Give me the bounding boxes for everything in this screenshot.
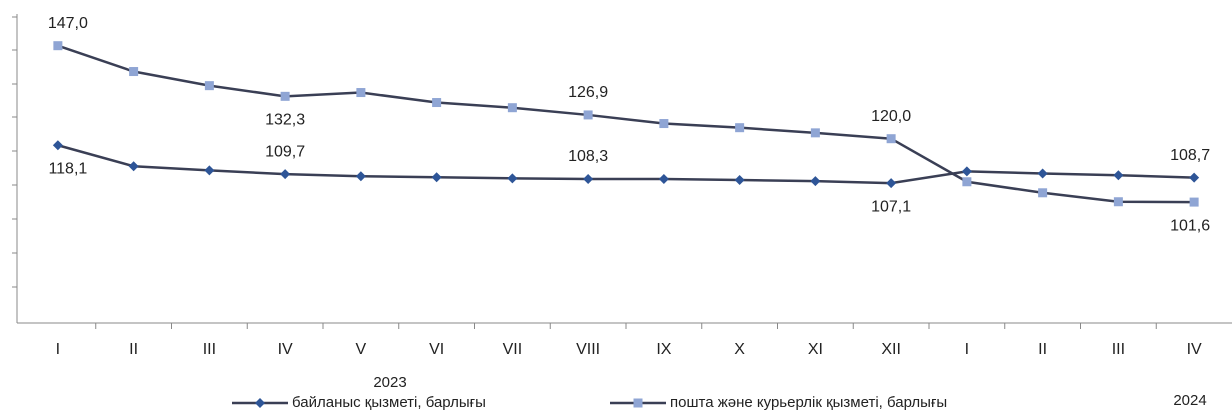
marker <box>1113 197 1123 207</box>
marker <box>961 166 972 177</box>
legend-label: пошта және курьерлік қызметі, барлығы <box>670 394 947 411</box>
x-tick-label: VII <box>503 341 523 358</box>
data-label: 108,7 <box>1170 147 1210 164</box>
data-label: 132,3 <box>265 112 305 129</box>
x-tick-label: X <box>734 341 745 358</box>
marker <box>633 398 643 408</box>
marker <box>886 134 896 144</box>
axis-ticks <box>12 14 1232 324</box>
marker <box>128 161 139 172</box>
marker <box>355 171 366 182</box>
x-tick-label: IV <box>1187 341 1202 358</box>
marker <box>431 172 442 183</box>
x-tick-label: XII <box>881 341 901 358</box>
data-label: 107,1 <box>871 198 911 215</box>
x-tick-label: VI <box>429 341 444 358</box>
marker <box>280 91 290 101</box>
marker <box>204 81 214 91</box>
x-tick-label: VIII <box>576 341 600 358</box>
x-tick-label: II <box>129 341 138 358</box>
marker <box>53 41 63 51</box>
marker <box>583 110 593 120</box>
marker <box>962 177 972 187</box>
x-tick-label: IV <box>278 341 293 358</box>
legend-label: байланыс қызметі, барлығы <box>292 394 486 411</box>
x-tick-label: III <box>1112 341 1125 358</box>
data-label: 108,3 <box>568 148 608 165</box>
marker <box>1113 170 1124 181</box>
data-label: 126,9 <box>568 84 608 101</box>
marker <box>734 175 745 186</box>
series-line <box>57 44 1195 204</box>
marker <box>52 140 63 151</box>
data-label: 101,6 <box>1170 217 1210 234</box>
marker <box>659 119 669 129</box>
marker <box>1037 168 1048 179</box>
marker <box>1189 197 1199 207</box>
marker <box>204 165 215 176</box>
x-tick-label: I <box>56 341 60 358</box>
x-tick-label: I <box>965 341 969 358</box>
marker <box>356 88 366 98</box>
marker <box>129 67 139 77</box>
series-line <box>57 144 1195 185</box>
marker <box>810 176 821 187</box>
marker <box>1189 172 1200 183</box>
marker <box>507 103 517 113</box>
data-label: 120,0 <box>871 108 911 125</box>
marker <box>280 169 291 180</box>
data-label: 109,7 <box>265 143 305 160</box>
marker <box>583 174 594 185</box>
x-tick-label: XI <box>808 341 823 358</box>
marker <box>735 123 745 133</box>
marker <box>658 174 669 185</box>
x-tick-label: III <box>203 341 216 358</box>
year-label: 2023 <box>373 374 406 391</box>
marker <box>507 173 518 184</box>
marker <box>432 98 442 108</box>
x-tick-label: V <box>356 341 367 358</box>
x-tick-label: II <box>1038 341 1047 358</box>
data-label: 118,1 <box>48 160 87 177</box>
marker <box>1038 188 1048 198</box>
year-label: 2024 <box>1173 392 1206 409</box>
data-label: 147,0 <box>48 15 88 32</box>
marker <box>886 178 897 189</box>
x-tick-label: IX <box>656 341 671 358</box>
marker <box>810 128 820 138</box>
marker <box>255 398 265 408</box>
